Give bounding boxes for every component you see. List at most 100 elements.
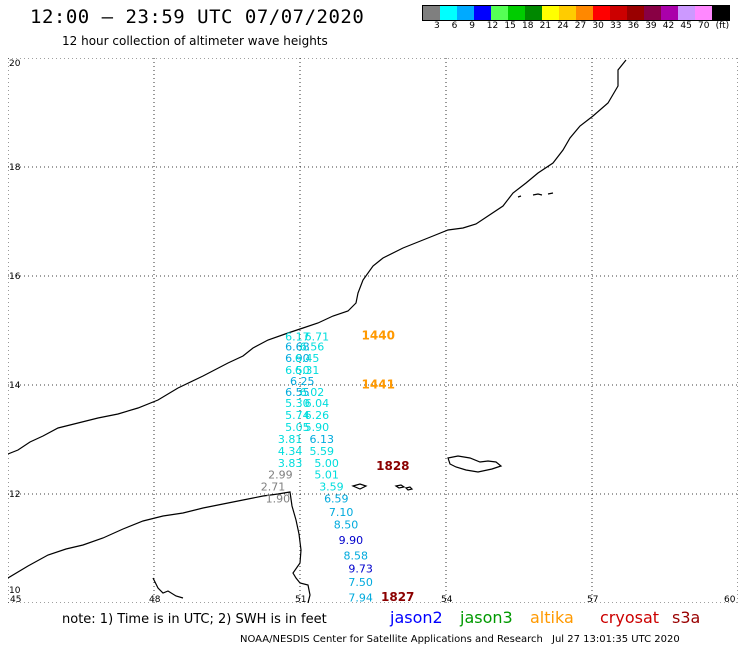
wave-height-point: 6.31 <box>295 364 320 377</box>
wave-height-values: 6.176.716.686.566.906.456.506.316.256.55… <box>261 330 373 603</box>
wave-height-point: 6.13 <box>309 433 334 446</box>
lat-lon-grid <box>8 58 738 603</box>
arabian-coastline <box>8 59 627 455</box>
color-swatch-8 <box>559 6 576 20</box>
color-swatch-17 <box>712 6 729 20</box>
latitude-label: 10 <box>9 586 21 596</box>
color-swatch-10 <box>593 6 610 20</box>
color-scale-label: 9 <box>469 21 475 31</box>
color-swatch-16 <box>695 6 712 20</box>
map-subtitle: 12 hour collection of altimeter wave hei… <box>62 34 328 48</box>
wave-height-point: 5.01 <box>314 469 339 482</box>
color-scale-label: 33 <box>610 21 622 31</box>
pass-number-label: 1441 <box>362 377 395 391</box>
color-scale-label: 3 <box>434 21 440 31</box>
satellite-pass-labels: 1440 1441 1828 1827 <box>362 328 415 603</box>
color-scale-label: (ft) <box>715 21 730 31</box>
color-swatch-11 <box>610 6 627 20</box>
color-scale-label: 18 <box>522 21 534 31</box>
wave-height-point: 1.90 <box>266 493 291 506</box>
wave-height-point: 5.05 <box>285 421 310 434</box>
wave-height-point: 5.90 <box>305 421 330 434</box>
wave-height-point: 7.50 <box>348 576 373 589</box>
color-scale-label: 36 <box>627 21 640 31</box>
color-swatch-2 <box>457 6 474 20</box>
generated-timestamp: Jul 27 13:01:35 UTC 2020 <box>552 634 680 645</box>
longitude-label: 51 <box>295 595 306 603</box>
wave-height-point: 3.59 <box>319 481 344 494</box>
color-scale-label: 39 <box>645 21 657 31</box>
wave-height-point: 6.56 <box>300 341 325 354</box>
longitude-label: 48 <box>149 595 161 603</box>
color-scale-label: 27 <box>574 21 587 31</box>
color-swatch-12 <box>627 6 644 20</box>
wave-height-point: 6.68 <box>285 341 310 354</box>
color-swatch-6 <box>525 6 542 20</box>
color-swatch-4 <box>491 6 508 20</box>
pass-number-label: 1827 <box>381 590 414 603</box>
legend-item-altika: altika <box>530 608 574 627</box>
color-scale-label: 24 <box>557 21 569 31</box>
color-scale-label: 6 <box>451 21 458 31</box>
wave-height-point: 9.73 <box>348 562 373 575</box>
ras-hafun-detail <box>152 577 184 599</box>
color-scale-label: 30 <box>592 21 604 31</box>
pass-number-label: 1440 <box>362 328 395 342</box>
wave-height-point: 2.71 <box>261 481 286 494</box>
units-note: note: 1) Time is in UTC; 2) SWH is in fe… <box>62 612 327 627</box>
wave-height-point: 5.59 <box>309 445 334 458</box>
wave-height-point: 3.83 <box>278 457 303 470</box>
color-swatch-7 <box>542 6 559 20</box>
wave-height-point: 5.74 <box>285 409 310 422</box>
color-swatch-3 <box>474 6 491 20</box>
small-island-b <box>394 484 406 489</box>
latitude-label: 18 <box>9 163 21 173</box>
color-scale-label: 12 <box>486 21 499 31</box>
wave-height-point: 7.10 <box>329 506 354 519</box>
wave-height-point: 6.26 <box>305 409 330 422</box>
wave-height-point: 4.34 <box>278 445 303 458</box>
color-scale-label: 42 <box>662 21 675 31</box>
wave-height-point: 6.45 <box>295 352 320 365</box>
pass-number-label: 1828 <box>376 459 409 473</box>
small-island-a <box>351 483 368 490</box>
wave-height-point: 7.94 <box>348 591 373 603</box>
legend-item-jason2: jason2 <box>390 608 443 627</box>
legend-item-jason3: jason3 <box>460 608 513 627</box>
coastline <box>8 59 627 603</box>
horn-of-africa-coastline <box>8 491 311 603</box>
latitude-label: 12 <box>9 490 20 500</box>
wave-height-point: 6.90 <box>285 352 310 365</box>
color-scale-label: 15 <box>504 21 516 31</box>
longitude-label: 45 <box>10 595 21 603</box>
wave-height-point: 6.55 <box>285 386 310 399</box>
latitude-label: 20 <box>9 59 21 69</box>
wave-height-point: 5.00 <box>314 457 339 470</box>
wave-height-point: 6.50 <box>285 364 310 377</box>
color-swatch-15 <box>678 6 695 20</box>
latitude-label: 16 <box>9 272 21 282</box>
map-title: 12:00 – 23:59 UTC 07/07/2020 <box>30 6 365 28</box>
wave-height-point: 9.90 <box>339 534 364 547</box>
credit-footer: NOAA/NESDIS Center for Satellite Applica… <box>240 634 543 645</box>
color-swatch-13 <box>644 6 661 20</box>
longitude-label: 60 <box>724 595 736 603</box>
small-island-c <box>404 486 414 491</box>
color-swatch-14 <box>661 6 678 20</box>
wave-height-point: 6.02 <box>300 386 325 399</box>
axis-labels: 45 48 51 54 57 60 20 18 16 14 12 10 <box>9 59 736 603</box>
color-scale-labels: 3 6 9 12 15 18 21 24 27 30 33 36 39 42 45 70 (ft) <box>422 21 740 33</box>
wave-height-point: 6.71 <box>305 330 330 343</box>
wave-height-point: 2.99 <box>268 469 293 482</box>
color-swatch-5 <box>508 6 525 20</box>
color-scale-label: 45 <box>680 21 692 31</box>
color-swatch-9 <box>576 6 593 20</box>
wave-height-point: 8.50 <box>334 518 359 531</box>
wave-height-point: 8.58 <box>344 549 369 562</box>
color-swatch-0 <box>423 6 440 20</box>
wave-height-point: 6.17 <box>285 330 310 343</box>
longitude-label: 57 <box>587 595 598 603</box>
legend-item-cryosat: cryosat <box>600 608 660 627</box>
longitude-label: 54 <box>441 595 453 603</box>
socotra-island <box>447 455 503 473</box>
